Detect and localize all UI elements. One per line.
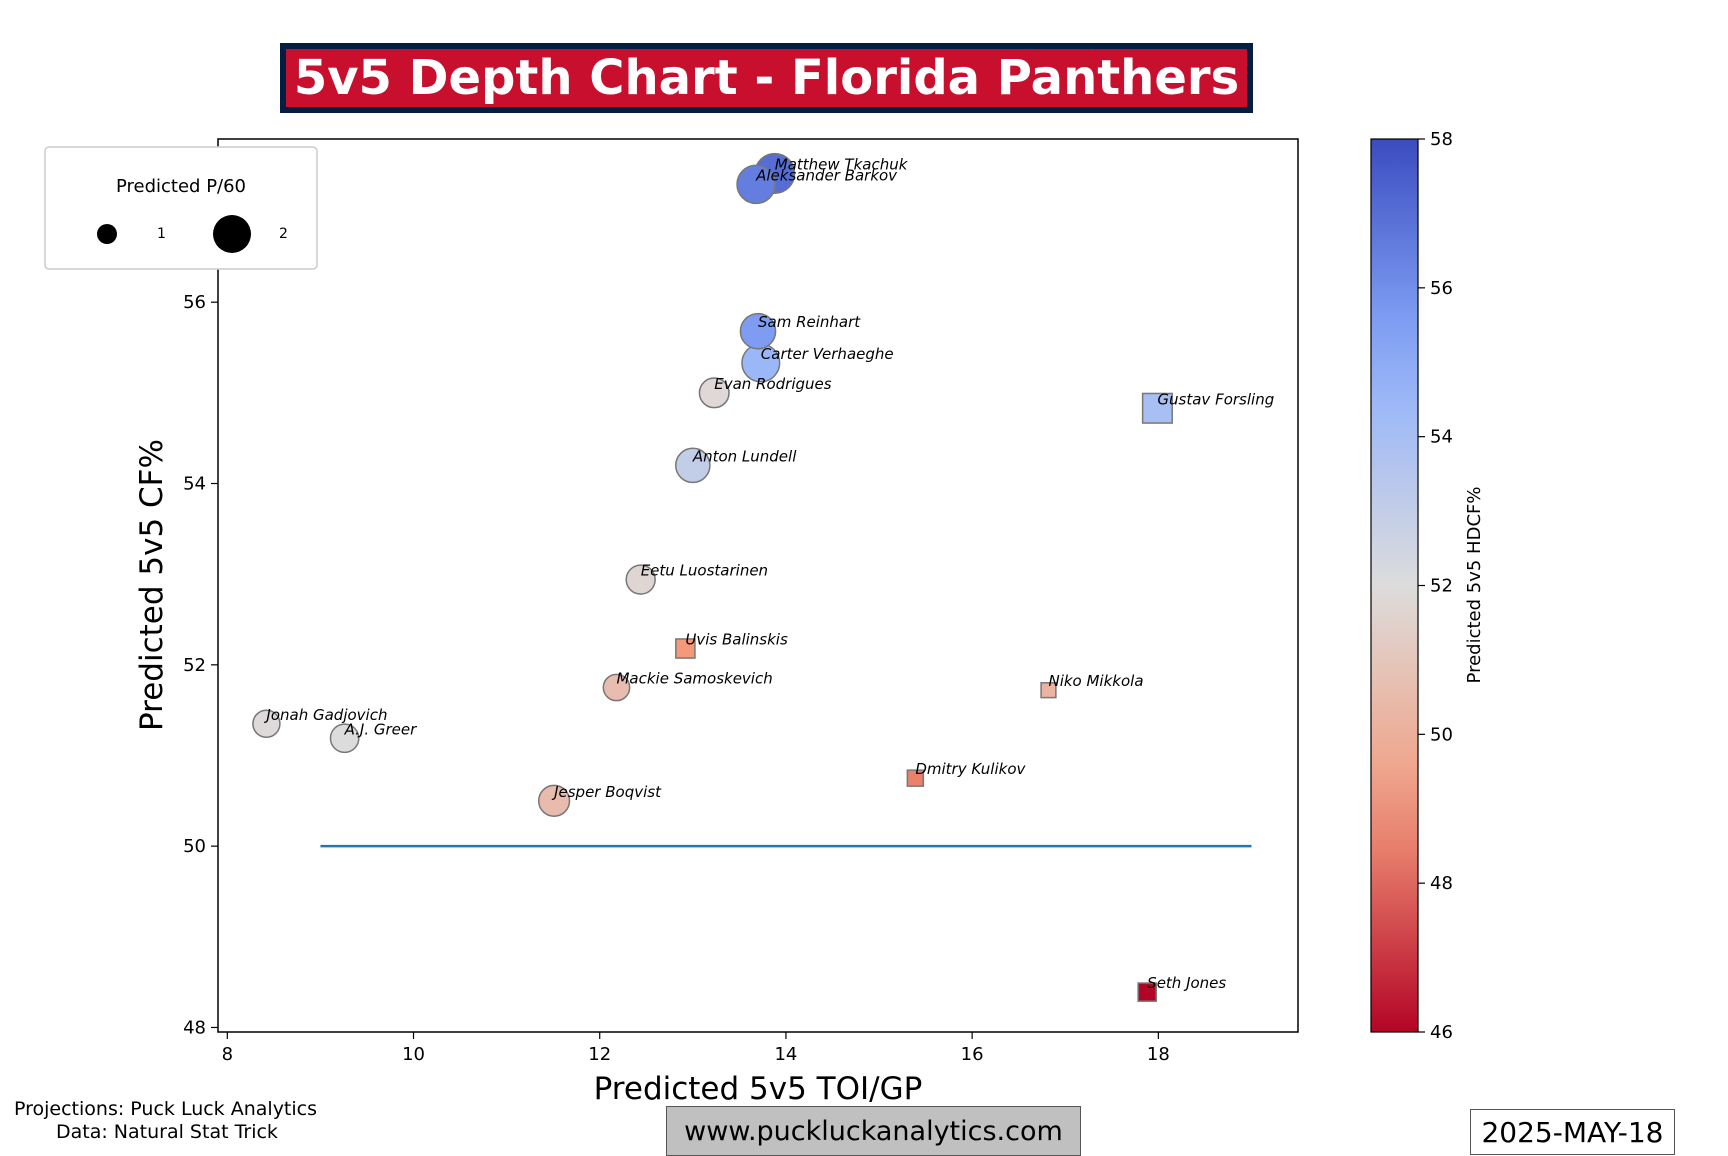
- point-gustav-forsling: [1141, 392, 1173, 424]
- point-eetu-luostarinen: [625, 564, 656, 595]
- point-aleksander-barkov: [736, 164, 776, 205]
- label-matthew-tkachuk: Matthew Tkachuk: [775, 155, 909, 173]
- colorbar: 46 48 50 52 54 56 58 Predicted 5v5 HDCF%: [1370, 129, 1485, 1043]
- colorbar-tick-label: 48: [1430, 873, 1453, 894]
- y-tick-label: 50: [183, 836, 206, 857]
- point-anton-lundell: [675, 447, 711, 484]
- point-evan-rodrigues: [698, 377, 730, 409]
- label-uvis-balinskis: Uvis Balinskis: [685, 631, 788, 649]
- x-axis-label: Predicted 5v5 TOI/GP: [594, 1071, 923, 1107]
- label-jesper-boqvist: Jesper Boqvist: [551, 783, 662, 801]
- x-tick-label: 18: [1147, 1044, 1170, 1065]
- colorbar-ticks: 46 48 50 52 54 56 58: [1418, 129, 1453, 1043]
- size-legend-marker-1: [97, 224, 117, 244]
- y-axis-label: Predicted 5v5 CF%: [134, 439, 170, 731]
- colorbar-tick-label: 52: [1430, 576, 1453, 597]
- colorbar-tick-label: 46: [1430, 1022, 1453, 1043]
- y-axis: 48 50 52 54 56: [183, 292, 218, 1038]
- label-seth-jones: Seth Jones: [1147, 974, 1226, 992]
- colorbar-gradient: [1370, 138, 1419, 1033]
- label-evan-rodrigues: Evan Rodrigues: [714, 375, 832, 393]
- data-points: [252, 152, 1173, 1002]
- size-legend: Predicted P/60 1 2: [44, 146, 318, 270]
- label-anton-lundell: Anton Lundell: [692, 447, 797, 465]
- label-dmitry-kulikov: Dmitry Kulikov: [915, 760, 1026, 778]
- y-tick-label: 54: [183, 474, 206, 495]
- label-a-j-greer: A.J. Greer: [344, 720, 418, 738]
- date-stamp: 2025-MAY-18: [1470, 1109, 1675, 1155]
- x-axis: 8 10 12 14 16 18: [222, 1032, 1170, 1065]
- chart-title-banner: 5v5 Depth Chart - Florida Panthers: [280, 43, 1253, 113]
- point-sam-reinhart: [739, 312, 777, 350]
- label-eetu-luostarinen: Eetu Luostarinen: [641, 562, 768, 580]
- size-legend-frame: [44, 146, 318, 270]
- label-mackie-samoskevich: Mackie Samoskevich: [616, 669, 772, 687]
- y-tick-label: 52: [183, 655, 206, 676]
- label-aleksander-barkov: Aleksander Barkov: [755, 166, 898, 184]
- y-tick-label: 56: [183, 292, 206, 313]
- plot-area-frame: [217, 138, 1299, 1033]
- label-jonah-gadjovich: Jonah Gadjovich: [263, 706, 387, 724]
- label-niko-mikkola: Niko Mikkola: [1048, 672, 1143, 690]
- size-legend-label-2: 2: [279, 226, 288, 242]
- size-legend-marker-2: [213, 215, 251, 253]
- size-legend-title: Predicted P/60: [116, 176, 246, 197]
- x-tick-label: 14: [774, 1044, 797, 1065]
- x-tick-label: 10: [402, 1044, 425, 1065]
- label-gustav-forsling: Gustav Forsling: [1157, 390, 1274, 408]
- point-a-j-greer: [329, 723, 360, 754]
- point-seth-jones: [1137, 982, 1157, 1002]
- credit-data-source: Data: Natural Stat Trick: [56, 1121, 278, 1143]
- colorbar-tick-label: 50: [1430, 724, 1453, 745]
- x-tick-label: 16: [961, 1044, 984, 1065]
- point-jesper-boqvist: [537, 784, 571, 817]
- point-mackie-samoskevich: [602, 673, 631, 702]
- label-carter-verhaeghe: Carter Verhaeghe: [761, 345, 894, 363]
- y-tick-label: 48: [183, 1017, 206, 1038]
- x-tick-label: 12: [588, 1044, 611, 1065]
- chart-title: 5v5 Depth Chart - Florida Panthers: [293, 50, 1240, 106]
- colorbar-tick-label: 54: [1430, 427, 1453, 448]
- point-uvis-balinskis: [675, 638, 696, 659]
- point-dmitry-kulikov: [906, 769, 925, 787]
- x-tick-label: 8: [222, 1044, 233, 1065]
- colorbar-label: Predicted 5v5 HDCF%: [1464, 487, 1485, 684]
- size-legend-label-1: 1: [157, 226, 166, 242]
- colorbar-tick-label: 58: [1430, 129, 1453, 150]
- credit-projections: Projections: Puck Luck Analytics: [14, 1098, 318, 1120]
- website-link[interactable]: www.puckluckanalytics.com: [666, 1106, 1081, 1156]
- label-sam-reinhart: Sam Reinhart: [758, 313, 861, 331]
- colorbar-tick-label: 56: [1430, 278, 1453, 299]
- point-jonah-gadjovich: [252, 709, 281, 739]
- point-niko-mikkola: [1040, 682, 1057, 699]
